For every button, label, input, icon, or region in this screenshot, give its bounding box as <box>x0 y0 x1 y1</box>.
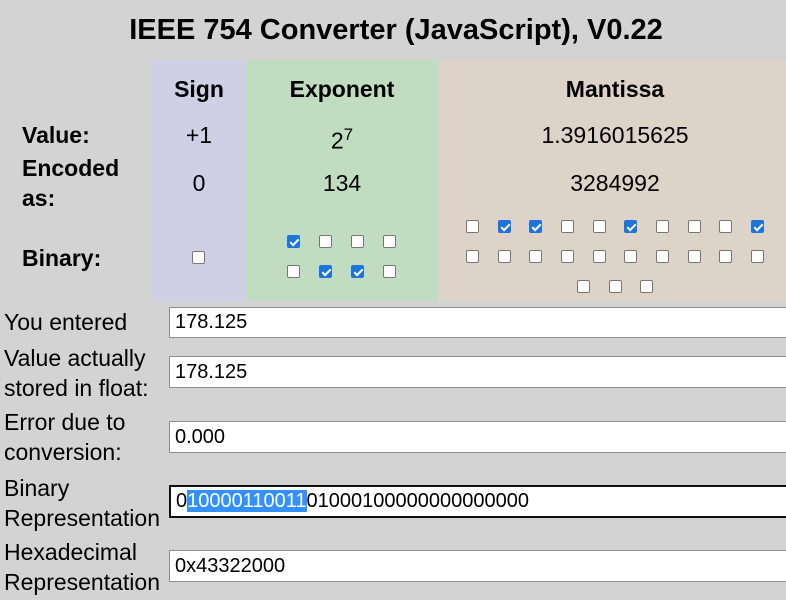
hex-input[interactable]: 0x43322000 <box>169 550 786 582</box>
mantissa-bit-checkbox[interactable] <box>719 250 732 263</box>
error-label-1: Error due to <box>4 409 126 435</box>
binary-label-1: Binary <box>4 475 70 501</box>
binary-remaining-bits: 01000100000000000000 <box>306 490 529 512</box>
mantissa-bit-checkbox[interactable] <box>498 220 511 233</box>
mantissa-bit-checkbox[interactable] <box>529 250 542 263</box>
mantissa-bit-checkbox[interactable] <box>688 250 701 263</box>
mantissa-bit-checkbox[interactable] <box>466 220 479 233</box>
mantissa-bit-checkbox[interactable] <box>640 280 653 293</box>
mantissa-bit-checkbox[interactable] <box>577 280 590 293</box>
mantissa-bit-checkbox[interactable] <box>466 250 479 263</box>
encoded-row-label-2: as: <box>22 185 56 211</box>
mantissa-bit-checkbox[interactable] <box>688 220 701 233</box>
exponent-bit-checkbox[interactable] <box>319 235 332 248</box>
exponent-bit-checkbox[interactable] <box>287 265 300 278</box>
exponent-bit-checkbox[interactable] <box>383 235 396 248</box>
exponent-encoded: 134 <box>322 170 362 196</box>
error-label-2: conversion: <box>4 439 122 465</box>
binary-first-bit: 0 <box>176 490 188 512</box>
hex-label-1: Hexadecimal <box>4 539 137 565</box>
value-row-label: Value: <box>22 122 90 148</box>
mantissa-bit-checkbox[interactable] <box>751 250 764 263</box>
mantissa-encoded: 3284992 <box>570 170 660 196</box>
mantissa-bit-checkbox[interactable] <box>561 250 574 263</box>
mantissa-bit-checkbox[interactable] <box>656 250 669 263</box>
mantissa-value: 1.3916015625 <box>541 122 689 148</box>
mantissa-bit-checkbox[interactable] <box>498 250 511 263</box>
exponent-base: 2 <box>330 127 344 154</box>
mantissa-bit-checkbox[interactable] <box>609 280 622 293</box>
binary-row-label: Binary: <box>22 245 102 271</box>
mantissa-bit-checkbox[interactable] <box>751 220 764 233</box>
stored-label-2: stored in float: <box>4 375 149 401</box>
mantissa-header: Mantissa <box>565 76 665 102</box>
mantissa-bit-checkbox[interactable] <box>624 220 637 233</box>
binary-label-2: Representation <box>4 505 160 531</box>
exponent-power: 7 <box>343 125 354 144</box>
exponent-bit-checkbox[interactable] <box>383 265 396 278</box>
exponent-header: Exponent <box>289 76 395 102</box>
hex-label-2: Representation <box>4 569 160 595</box>
stored-label-1: Value actually <box>4 345 146 371</box>
mantissa-bit-checkbox[interactable] <box>529 220 542 233</box>
mantissa-bit-checkbox[interactable] <box>593 220 606 233</box>
mantissa-bit-checkbox[interactable] <box>561 220 574 233</box>
binary-input[interactable]: 01000011001101000100000000000000 <box>169 485 786 518</box>
stored-field[interactable]: 178.125 <box>169 356 786 388</box>
error-field[interactable]: 0.000 <box>169 421 786 453</box>
exponent-bit-checkbox[interactable] <box>287 235 300 248</box>
page-title: IEEE 754 Converter (JavaScript), V0.22 <box>129 14 663 46</box>
entered-label: You entered <box>4 309 128 335</box>
sign-bit-checkbox[interactable] <box>192 251 205 264</box>
mantissa-bit-checkbox[interactable] <box>656 220 669 233</box>
encoded-row-label-1: Encoded <box>22 155 120 181</box>
binary-selected-bits: 10000110011 <box>187 490 307 512</box>
exponent-bit-checkbox[interactable] <box>351 265 364 278</box>
mantissa-bit-checkbox[interactable] <box>624 250 637 263</box>
sign-value: +1 <box>185 122 213 148</box>
mantissa-bit-checkbox[interactable] <box>593 250 606 263</box>
entered-input[interactable]: 178.125 <box>169 307 786 338</box>
exponent-column <box>246 60 438 301</box>
exponent-value: 27 <box>246 121 438 155</box>
exponent-bit-checkbox[interactable] <box>351 235 364 248</box>
mantissa-bit-checkbox[interactable] <box>719 220 732 233</box>
sign-encoded: 0 <box>192 170 206 196</box>
sign-header: Sign <box>174 76 224 102</box>
exponent-bit-checkbox[interactable] <box>319 265 332 278</box>
